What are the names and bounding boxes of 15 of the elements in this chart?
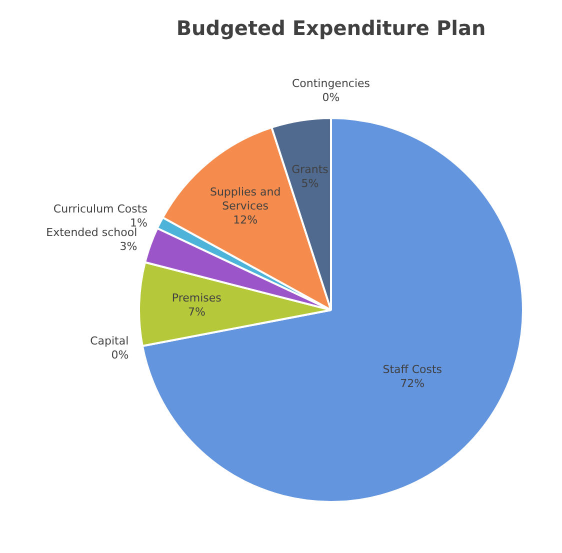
slice-label: Premises: [172, 292, 222, 305]
category-label: Capital: [90, 334, 129, 348]
chart-title: Budgeted Expenditure Plan: [176, 16, 486, 40]
slice-label: Curriculum Costs: [53, 202, 148, 216]
text: 0%: [322, 90, 340, 104]
category-label: Contingencies: [292, 76, 370, 90]
data-label: 12%: [233, 213, 258, 226]
data-label: 3%: [120, 240, 138, 254]
text: 0%: [111, 348, 129, 362]
data-label: 72%: [400, 377, 425, 390]
data-label: 7%: [188, 306, 206, 319]
slice-label: Supplies and Services: [210, 185, 281, 212]
slice-label: Grants: [292, 163, 329, 176]
slice-label: Staff Costs: [382, 363, 442, 376]
data-label: 5%: [301, 177, 319, 190]
